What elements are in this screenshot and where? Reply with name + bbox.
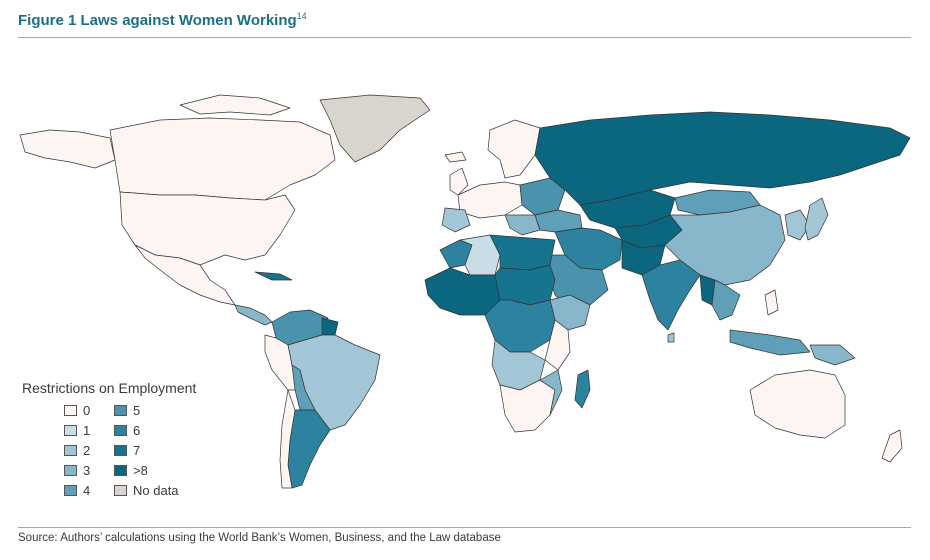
legend-item: 0: [64, 402, 114, 419]
region-argentina: [287, 409, 331, 489]
region-sri-lanka: [667, 332, 675, 343]
legend-swatch: [64, 485, 77, 496]
region-cuba: [254, 271, 293, 281]
legend-label: 0: [83, 403, 91, 418]
legend-label: 3: [83, 463, 91, 478]
legend-label: 4: [83, 483, 91, 498]
legend-item: No data: [114, 482, 224, 499]
region-new-zealand: [881, 429, 903, 463]
legend-swatch: [114, 485, 127, 496]
legend-label: >8: [133, 463, 148, 478]
figure-title: Figure 1 Laws against Women Working14: [18, 11, 307, 29]
region-papua: [809, 344, 856, 366]
region-iceland: [444, 151, 467, 163]
bottom-rule: [18, 527, 911, 528]
legend-label: No data: [133, 483, 179, 498]
legend-item: 7: [114, 442, 224, 459]
legend-item: 6: [114, 422, 224, 439]
region-china: [664, 204, 786, 286]
legend-swatch: [114, 445, 127, 456]
region-madagascar: [574, 369, 591, 409]
figure-title-text: Figure 1 Laws against Women Working: [18, 12, 297, 29]
region-libya-egypt: [489, 234, 556, 271]
legend-swatch: [114, 405, 127, 416]
region-western-europe: [457, 181, 523, 219]
legend-label: 2: [83, 443, 91, 458]
legend-swatch: [64, 465, 77, 476]
region-iberia: [441, 207, 471, 233]
region-guyana: [321, 317, 339, 336]
legend-item: 2: [64, 442, 114, 459]
legend-item: 3: [64, 462, 114, 479]
legend-item: 4: [64, 482, 114, 499]
top-rule: [18, 37, 911, 38]
region-balkans: [504, 214, 541, 236]
legend-label: 5: [133, 403, 141, 418]
legend-grid: 0 5 1 6 2 7 3 >8 4 No data: [64, 402, 224, 499]
source-note: Source: Authors’ calculations using the …: [18, 532, 501, 544]
region-west-africa: [424, 267, 501, 316]
region-greenland: [319, 94, 431, 163]
region-australia: [749, 369, 846, 439]
region-southern-africa: [499, 379, 556, 433]
region-mozambique: [539, 369, 563, 416]
legend-title: Restrictions on Employment: [22, 380, 197, 396]
legend-swatch: [114, 425, 127, 436]
region-japan: [804, 197, 829, 241]
region-india: [641, 259, 701, 331]
legend-swatch: [64, 445, 77, 456]
legend-label: 7: [133, 443, 141, 458]
region-russia: [534, 111, 911, 206]
legend-swatch: [64, 425, 77, 436]
legend-item: 5: [114, 402, 224, 419]
region-alaska: [19, 129, 116, 169]
region-southeast-asia: [711, 279, 741, 321]
legend-label: 1: [83, 423, 91, 438]
region-canada: [109, 117, 336, 201]
legend-swatch: [64, 405, 77, 416]
region-chile: [279, 389, 296, 489]
region-philippines: [764, 289, 779, 316]
legend-label: 6: [133, 423, 141, 438]
region-central-america: [234, 304, 273, 326]
legend-item: 1: [64, 422, 114, 439]
region-canada-islands: [179, 94, 291, 116]
legend-swatch: [114, 465, 127, 476]
legend-item: >8: [114, 462, 224, 479]
region-uk: [449, 167, 469, 196]
region-sahel: [494, 264, 556, 306]
map-legend: Restrictions on Employment 0 5 1 6 2 7 3 >8 4 No …: [22, 380, 224, 499]
region-indonesia: [729, 329, 811, 356]
region-korea-japan: [784, 209, 811, 241]
region-scandinavia: [487, 119, 541, 179]
figure-footnote: 14: [296, 11, 307, 21]
world-map: [19, 94, 911, 489]
